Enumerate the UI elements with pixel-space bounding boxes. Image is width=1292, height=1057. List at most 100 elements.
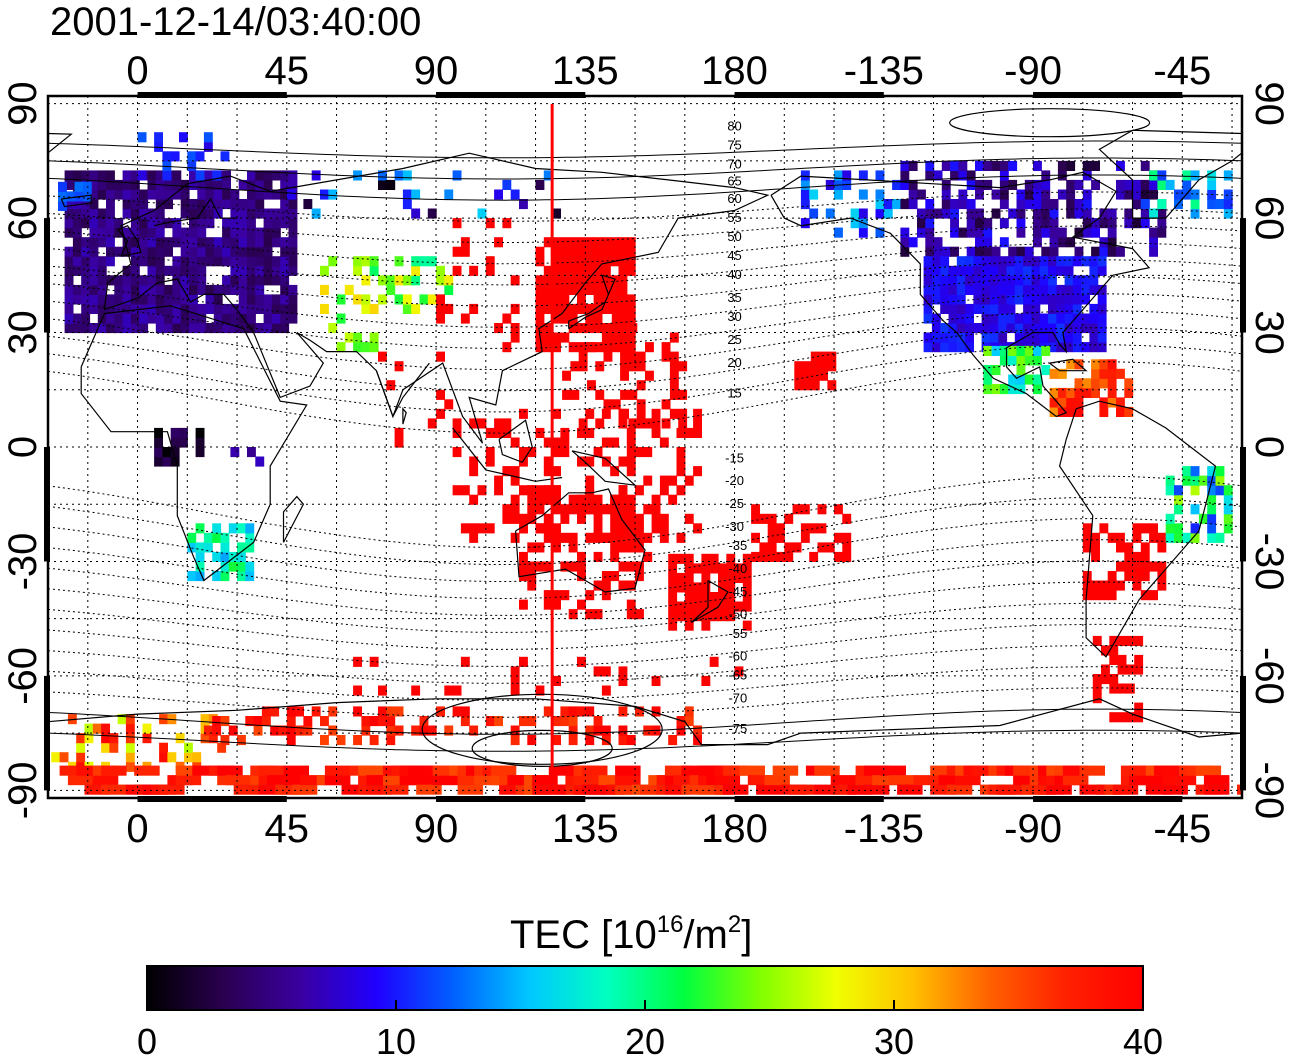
tec-cell (582, 765, 608, 776)
tec-cell (1109, 712, 1119, 723)
tec-cell (999, 355, 1009, 366)
tec-cell (97, 294, 107, 305)
tec-cell (618, 580, 628, 591)
tec-cell (527, 571, 537, 582)
magnetic-contour (48, 344, 1242, 413)
tec-cell (535, 256, 545, 267)
tec-cell (106, 179, 115, 190)
tec-cell (369, 656, 379, 667)
tec-cell (411, 265, 421, 276)
tec-cell (568, 532, 578, 543)
tec-cell (280, 284, 290, 295)
tec-cell (353, 342, 362, 353)
tec-cell (147, 284, 157, 295)
tec-cell (983, 179, 993, 190)
tec-cell (411, 256, 421, 267)
tec-cell (180, 227, 190, 238)
tec-cell (280, 275, 290, 286)
tec-cell (452, 706, 462, 717)
tec-cell (247, 246, 256, 257)
tec-cell (271, 323, 281, 334)
tec-cell (1215, 532, 1225, 543)
tec-cell (97, 170, 107, 181)
tec-cell (626, 427, 636, 438)
tec-cell (1198, 513, 1208, 524)
tec-cell (494, 189, 503, 200)
tec-cell (989, 294, 999, 305)
tec-cell (722, 765, 749, 776)
tec-cell (1046, 784, 1072, 795)
tec-cell (958, 199, 968, 210)
tec-cell (170, 427, 180, 438)
tec-cell (1072, 342, 1082, 353)
tec-cell (1124, 189, 1134, 200)
tec-cell (676, 611, 686, 622)
tec-cell (197, 237, 207, 248)
tec-cell (830, 775, 857, 786)
tec-cell (432, 775, 459, 786)
tec-cell (1039, 284, 1049, 295)
tec-cell (718, 572, 727, 583)
tec-cell (552, 313, 561, 324)
tec-cell (535, 284, 545, 295)
tec-cell (411, 189, 421, 200)
tec-cell (89, 303, 99, 314)
tec-cell (271, 303, 281, 314)
magnetic-contour (48, 361, 1242, 434)
tec-cell (552, 675, 561, 686)
tec-cell (180, 303, 190, 314)
tec-cell (361, 294, 371, 305)
tec-cell (593, 725, 603, 736)
magnetic-latitude-label: 40 (727, 267, 741, 282)
tec-cell (89, 294, 99, 305)
tec-cell (200, 733, 210, 744)
tec-cell (966, 227, 976, 238)
tec-cell (164, 284, 173, 295)
tec-cell (154, 132, 163, 143)
tec-cell (1041, 246, 1051, 257)
frame-tick-bar (734, 92, 884, 98)
tec-cell (1081, 284, 1090, 295)
tec-cell (925, 160, 935, 171)
tec-cell (494, 475, 503, 486)
tec-cell (626, 313, 636, 324)
tec-cell (543, 590, 553, 601)
tec-cell (1165, 513, 1175, 524)
magnetic-latitude-label: 75 (727, 137, 741, 152)
frame-tick-marks (44, 92, 1246, 802)
tec-cell (535, 303, 545, 314)
tec-cell (89, 237, 99, 248)
tec-cell (1099, 590, 1109, 601)
tec-cell (618, 284, 628, 295)
top-lon-tick-label: 45 (265, 49, 310, 93)
tec-cell (1215, 466, 1225, 477)
tec-cell (618, 456, 628, 467)
tec-cell (1057, 237, 1067, 248)
tec-cell (742, 620, 752, 631)
tec-cell (320, 735, 329, 746)
tec-cell (1134, 635, 1144, 646)
tec-cell (923, 284, 933, 295)
coastline (690, 579, 729, 624)
tec-cell (601, 504, 611, 515)
tec-cell (106, 237, 115, 248)
tec-cell (469, 532, 479, 543)
tec-cell (917, 208, 926, 219)
tec-cell (217, 742, 227, 753)
tec-cell (1024, 179, 1034, 190)
tec-cell (601, 532, 611, 543)
tec-cell (908, 199, 918, 210)
tec-cell (684, 620, 694, 631)
tec-cell (457, 775, 484, 786)
tec-cell (106, 170, 115, 181)
tec-cell (684, 513, 694, 524)
tec-cell (1140, 199, 1150, 210)
tec-cell (245, 542, 255, 553)
tec-cell (1023, 303, 1032, 314)
tec-cell (134, 765, 160, 776)
tec-cell (669, 380, 679, 391)
tec-cell (585, 609, 595, 620)
coastlines (48, 129, 1242, 746)
tec-cell (701, 592, 711, 603)
tec-cell (562, 370, 571, 381)
